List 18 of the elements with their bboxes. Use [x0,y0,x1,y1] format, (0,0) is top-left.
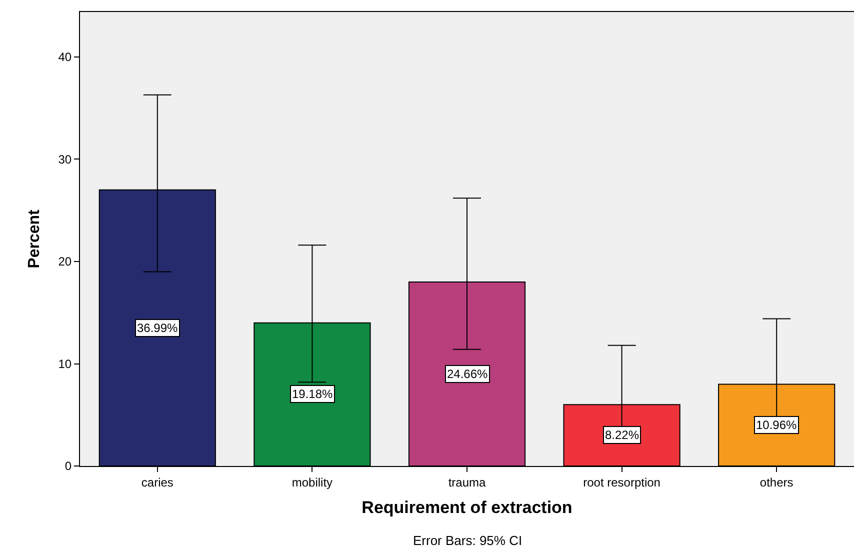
text: Error Bars: 95% CI [413,533,522,548]
annotation: 10.96% [756,418,798,432]
x-axis-title: Requirement of extraction [362,498,572,517]
annotation: 8.22% [605,428,640,442]
x-tick-label: caries [141,475,174,490]
x-tick-label: root resorption [583,475,660,490]
y-tick-label: 20 [58,254,72,269]
y-tick-label: 30 [58,152,72,166]
annotation: 19.18% [292,387,334,401]
y-tick-label: 0 [64,459,72,474]
x-tick-label: mobility [292,475,333,490]
annotation: 24.66% [447,367,488,381]
y-axis-title: Percent [26,208,44,268]
y-tick-label: 40 [58,50,72,64]
x-tick-label: others [760,475,794,490]
y-tick-label: 10 [58,356,72,371]
annotation: 36.99% [137,321,178,335]
x-tick-label: trauma [448,475,486,490]
